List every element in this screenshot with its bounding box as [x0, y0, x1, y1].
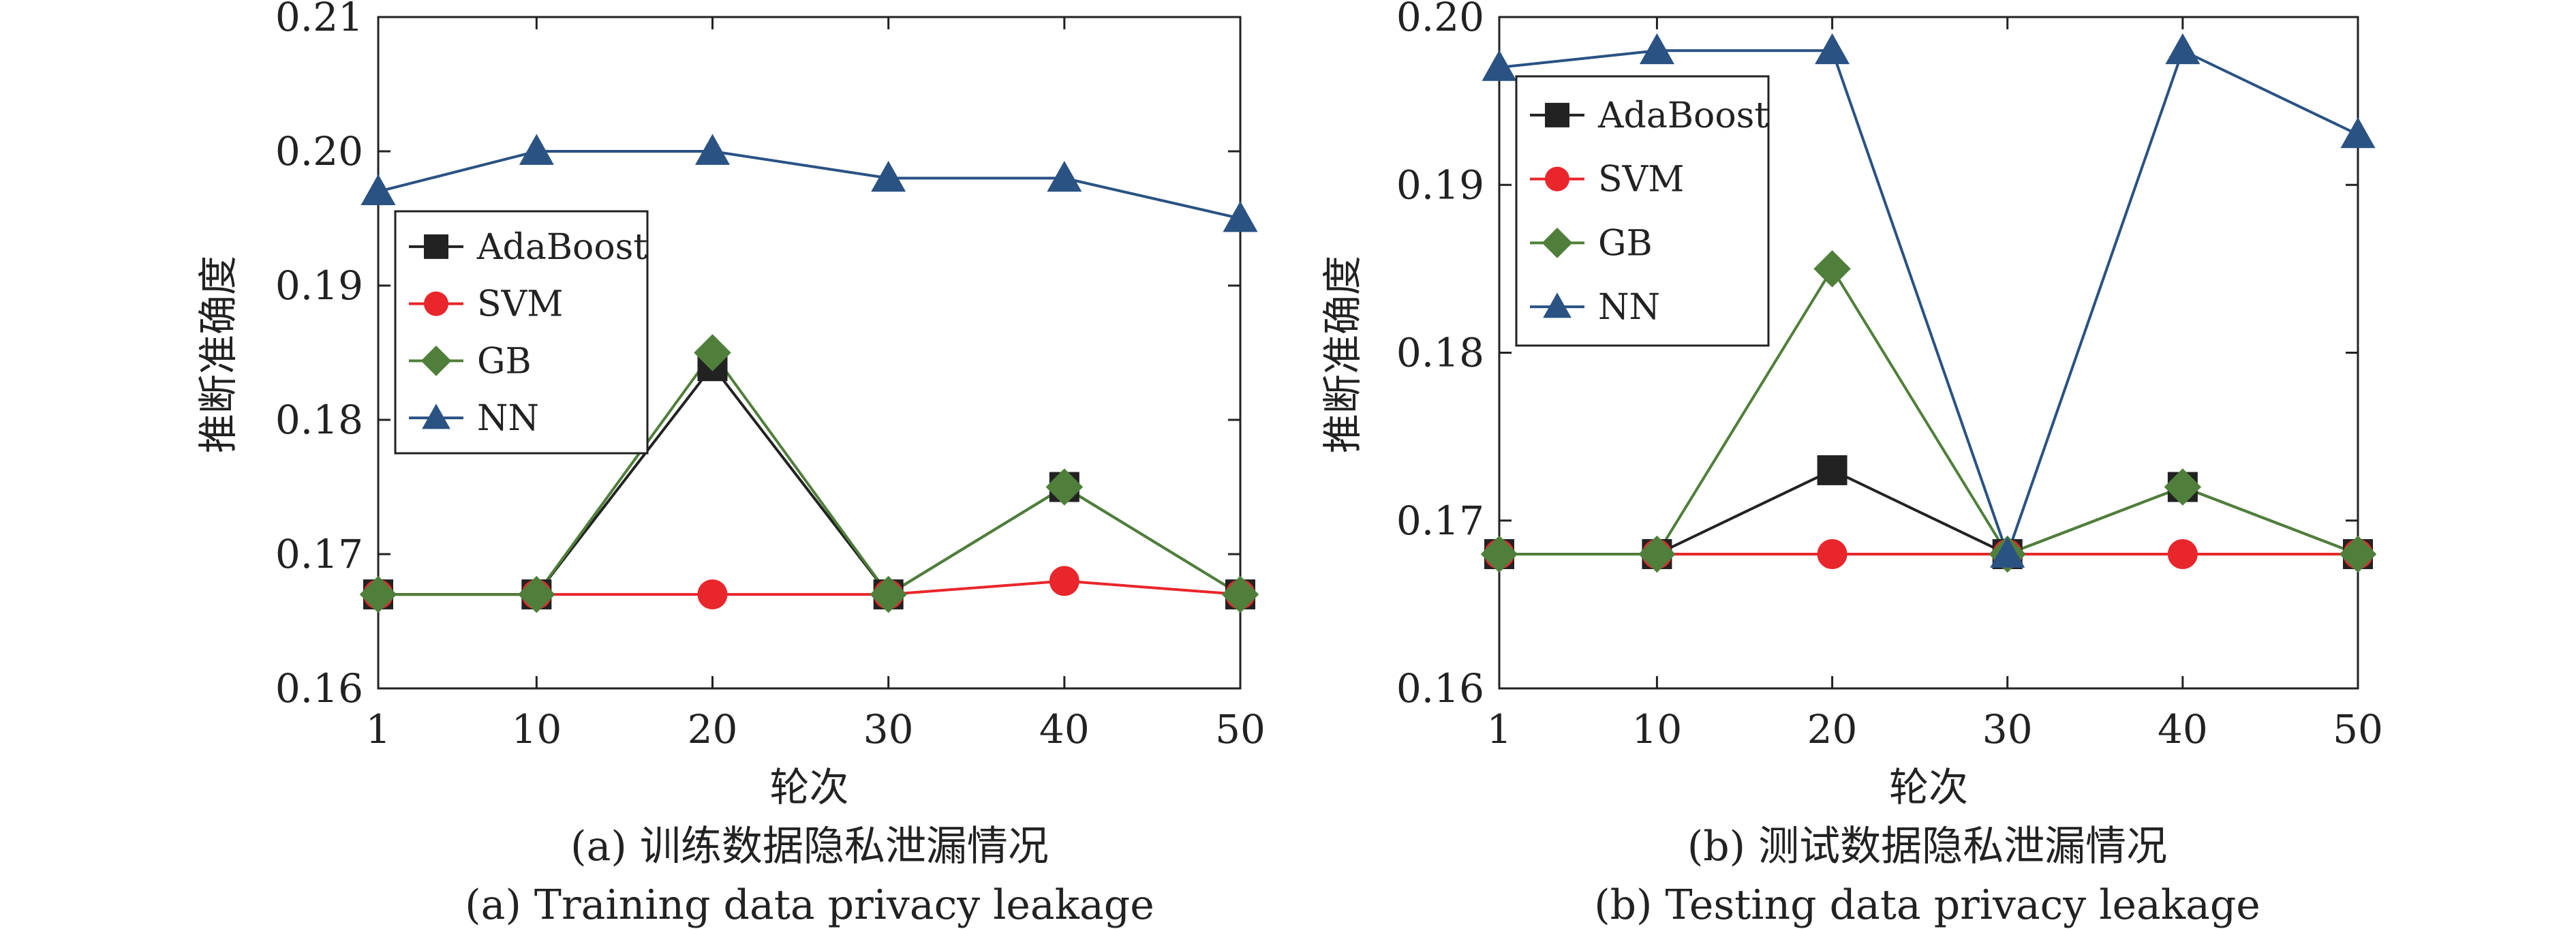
legend-label-svm: SVM	[1598, 159, 1684, 200]
data-point-gb	[1045, 468, 1084, 506]
data-point-svm	[1817, 539, 1847, 569]
y-tick-label: 0.17	[275, 531, 363, 577]
x-tick-label: 20	[688, 706, 738, 752]
legend: AdaBoost SVM GB NN	[1515, 75, 1770, 347]
caption-chinese: (b) 测试数据隐私泄漏情况	[1687, 823, 2167, 870]
y-axis-label: 推断准确度	[1319, 256, 1366, 453]
data-point-nn	[871, 160, 906, 192]
data-point-gb	[518, 575, 555, 613]
data-point-nn	[694, 134, 731, 165]
data-point-svm	[2167, 539, 2198, 569]
data-point-nn	[1815, 33, 1850, 65]
legend-marker-svm	[1545, 166, 1569, 192]
y-tick-label: 0.17	[1396, 498, 1484, 544]
series-line-adaboost	[1499, 468, 2359, 556]
data-point-nn	[361, 174, 396, 206]
data-point-nn	[2340, 117, 2376, 149]
x-tick-label: 20	[1807, 706, 1858, 752]
legend-label-gb: GB	[477, 341, 532, 382]
data-point-svm	[1049, 566, 1079, 596]
x-tick-label: 50	[2333, 706, 2383, 752]
caption-chinese: (a) 训练数据隐私泄漏情况	[570, 823, 1049, 870]
y-tick-label: 0.21	[275, 0, 363, 40]
data-point-gb	[870, 575, 907, 613]
data-point-gb	[1813, 250, 1851, 288]
legend-label-adaboost: AdaBoost	[1597, 95, 1768, 136]
data-point-gb	[1480, 535, 1518, 573]
series-line-gb	[378, 350, 1242, 596]
x-tick-label: 40	[1039, 706, 1090, 752]
data-point-gb	[359, 575, 397, 613]
x-axis-label: 轮次	[1889, 764, 1968, 810]
plot-frame	[377, 16, 1242, 690]
x-tick-label: 40	[2158, 706, 2208, 752]
data-point-gb	[1638, 535, 1676, 573]
y-tick-label: 0.20	[275, 128, 363, 174]
legend-label-svm: SVM	[477, 284, 563, 325]
series-line-nn	[1499, 48, 2359, 559]
x-tick-label: 10	[511, 706, 562, 752]
data-point-nn	[1223, 200, 1258, 232]
data-point-nn	[1047, 160, 1082, 192]
legend-label-adaboost: AdaBoost	[476, 227, 647, 268]
series-line-gb	[1499, 266, 2359, 556]
data-point-nn	[1482, 50, 1517, 81]
x-axis-label: 轮次	[769, 764, 848, 810]
y-tick-label: 0.19	[1396, 162, 1484, 208]
series-line-svm	[378, 579, 1241, 596]
y-tick-label: 0.16	[275, 665, 363, 712]
x-tick-label: 50	[1215, 706, 1266, 752]
y-tick-label: 0.20	[1396, 0, 1484, 40]
y-tick-label: 0.18	[275, 397, 363, 443]
data-point-nn	[1639, 33, 1674, 65]
legend-marker-nn	[1543, 292, 1571, 318]
data-point-adaboost	[1817, 455, 1847, 485]
legend-label-gb: GB	[1598, 223, 1653, 264]
chart-panel-a: 1 10 20 30 40 50 0.16 0.17 0.18 0.19 0.20 0.21 轮次 推断准…	[195, 0, 1266, 929]
x-tick-label: 1	[1487, 706, 1512, 752]
legend-marker-gb	[1542, 228, 1573, 258]
data-point-nn	[1990, 536, 2025, 568]
x-tick-label: 30	[1982, 706, 2033, 752]
data-point-nn	[2165, 33, 2201, 65]
legend-marker-nn	[422, 403, 450, 429]
x-tick-label: 1	[366, 706, 391, 752]
data-point-gb	[2164, 468, 2202, 506]
x-tick-label: 10	[1632, 706, 1683, 752]
caption-english: (b) Testing data privacy leakage	[1594, 881, 2260, 929]
legend: AdaBoost SVM GB NN	[394, 210, 649, 455]
legend-marker-adaboost	[1545, 102, 1569, 127]
y-tick-label: 0.18	[1396, 330, 1484, 376]
y-axis-label: 推断准确度	[195, 256, 241, 453]
data-point-nn	[519, 134, 554, 165]
series-line-nn	[378, 150, 1241, 220]
legend-label-nn: NN	[1598, 287, 1660, 328]
data-point-gb	[2339, 535, 2377, 573]
legend-label-nn: NN	[477, 398, 539, 439]
data-point-gb	[694, 334, 731, 371]
y-tick-label: 0.16	[1396, 665, 1484, 712]
data-point-svm	[697, 579, 728, 610]
y-tick-label: 0.19	[275, 262, 363, 309]
legend-marker-adaboost	[424, 234, 448, 259]
chart-panel-b: 1 10 20 30 40 50 0.16 0.17 0.18 0.19 0.20 轮次 推断准确度 Ad…	[1319, 0, 2383, 929]
caption-english: (a) Training data privacy leakage	[465, 881, 1154, 929]
legend-marker-gb	[420, 346, 452, 376]
legend-marker-svm	[424, 291, 448, 316]
data-point-gb	[1221, 575, 1259, 613]
x-tick-label: 30	[863, 706, 914, 752]
